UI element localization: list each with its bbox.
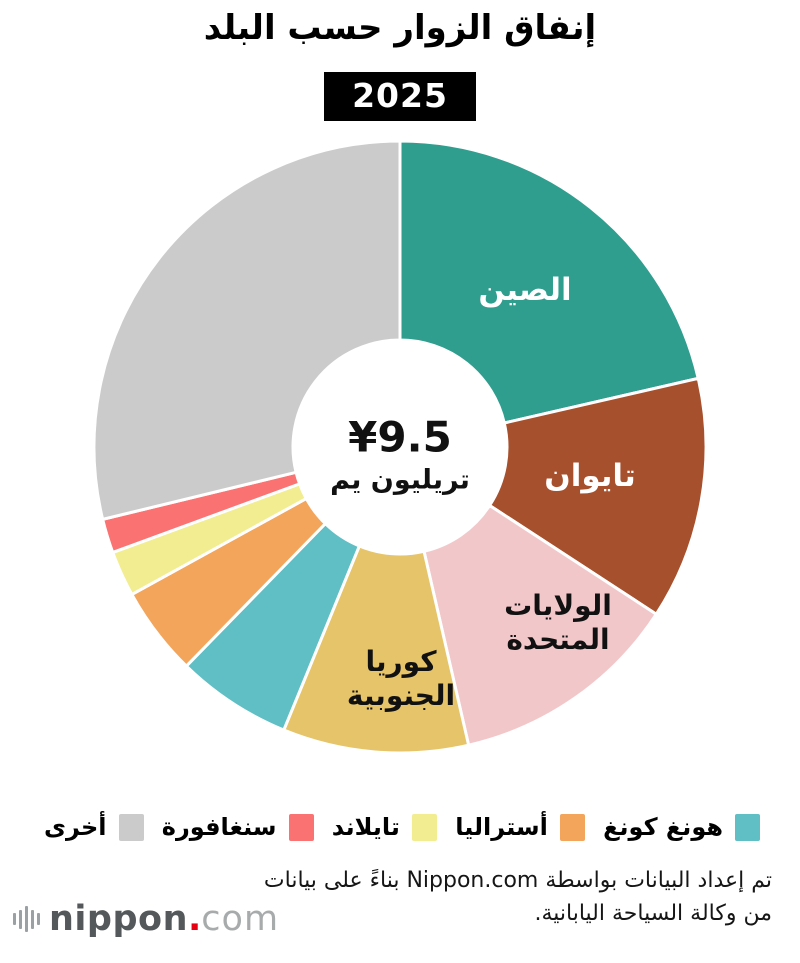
legend: هونغ كونغ أستراليا تايلاند سنغافورة أخرى [0,803,800,851]
nippon-logo-bars-icon [13,899,40,939]
legend-item-0: هونغ كونغ [603,813,760,841]
slice-0 [398,139,701,425]
legend-swatch-2 [411,813,437,841]
attribution-line-1: تم إعداد البيانات بواسطة Nippon.com بناء… [263,868,772,893]
legend-label-2: تايلاند [331,813,400,841]
legend-label-3: سنغافورة [161,813,277,841]
slice-label-1: تايوان [544,458,636,495]
nippon-logo-tld: com [201,899,280,939]
attribution-line-2: من وكالة السياحة اليابانية. [534,900,772,926]
total-value: ¥9.5 [348,412,452,462]
legend-swatch-3 [288,813,314,841]
nippon-logo-word: nippon [49,899,188,939]
chart-center-label: ¥9.5 تريليون يم [330,412,470,496]
legend-item-2: تايلاند [332,813,437,841]
slice-1 [487,376,708,617]
slice-label-2: الولايات المتحدة [504,588,612,656]
legend-item-3: سنغافورة [162,813,314,841]
slice-label-0: الصين [478,272,572,309]
total-unit: تريليون يم [330,464,470,496]
footer: تم إعداد البيانات بواسطة Nippon.com بناء… [0,863,800,963]
legend-label-0: هونغ كونغ [603,813,723,841]
donut-chart: ¥9.5 تريليون يم الصين تايوان الولايات المتح… [0,137,800,759]
nippon-logo-dot: . [187,899,202,939]
slice-8 [92,139,402,522]
slice-label-3: كوريا الجنوبية [346,644,456,712]
legend-label-1: أستراليا [455,813,548,841]
attribution-text: تم إعداد البيانات بواسطة Nippon.com بناء… [264,865,772,930]
legend-item-4: أخرى [44,813,144,841]
year-badge: 2025 [324,72,476,121]
legend-swatch-4 [118,813,144,841]
donut-chart-svg [92,139,708,755]
legend-label-4: أخرى [44,813,107,841]
nippon-logo: nippon. com [13,899,279,939]
slice-2 [422,503,659,748]
legend-swatch-1 [559,813,585,841]
legend-swatch-0 [735,813,760,841]
legend-item-1: أستراليا [455,813,585,841]
slice-3 [281,544,471,755]
page-title: إنفاق الزوار حسب البلد [203,8,597,48]
